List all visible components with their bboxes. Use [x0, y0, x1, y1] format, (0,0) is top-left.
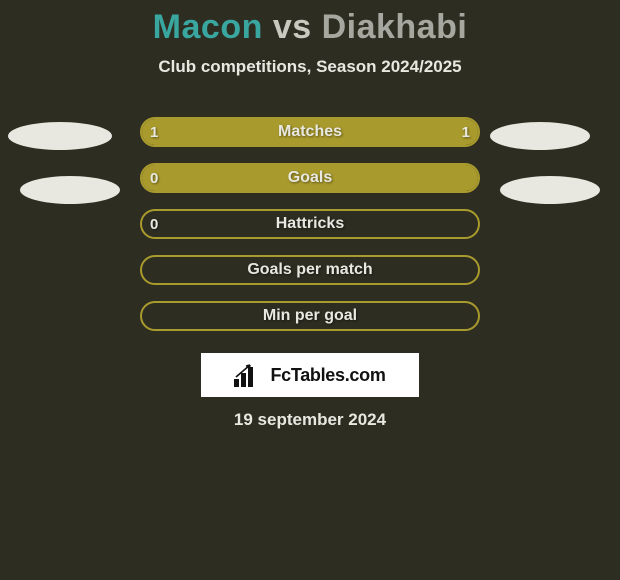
stat-row: Min per goal [0, 301, 620, 331]
stat-row: Goals per match [0, 255, 620, 285]
club-badge-placeholder [8, 122, 112, 150]
page-title: Macon vs Diakhabi [0, 0, 620, 47]
club-badge-placeholder [500, 176, 600, 204]
fctables-icon [234, 363, 266, 387]
stat-value-left: 0 [140, 163, 168, 193]
date-text: 19 september 2024 [0, 410, 620, 430]
stat-value-left [140, 255, 160, 285]
player2-name: Diakhabi [322, 8, 468, 46]
stat-value-left: 0 [140, 209, 168, 239]
stat-label: Hattricks [142, 211, 478, 237]
subtitle: Club competitions, Season 2024/2025 [0, 57, 620, 77]
stat-bar-track: Goals [140, 163, 480, 193]
stat-value-right [460, 163, 480, 193]
stat-bar-track: Matches [140, 117, 480, 147]
stat-label: Min per goal [142, 303, 478, 329]
stat-value-right [460, 255, 480, 285]
stat-value-right [460, 209, 480, 239]
stat-value-left [140, 301, 160, 331]
vs-separator: vs [273, 8, 312, 46]
stat-value-right [460, 301, 480, 331]
club-badge-placeholder [20, 176, 120, 204]
stat-value-right: 1 [452, 117, 480, 147]
stat-bar-left [142, 165, 478, 191]
stat-row: Hattricks0 [0, 209, 620, 239]
stat-bar-track: Min per goal [140, 301, 480, 331]
club-badge-placeholder [490, 122, 590, 150]
player1-name: Macon [153, 8, 263, 46]
stat-bar-track: Goals per match [140, 255, 480, 285]
stat-bar-track: Hattricks [140, 209, 480, 239]
stat-value-left: 1 [140, 117, 168, 147]
logo-box: FcTables.com [201, 353, 419, 397]
stat-label: Goals per match [142, 257, 478, 283]
logo: FcTables.com [234, 363, 385, 387]
logo-text: FcTables.com [270, 365, 385, 386]
